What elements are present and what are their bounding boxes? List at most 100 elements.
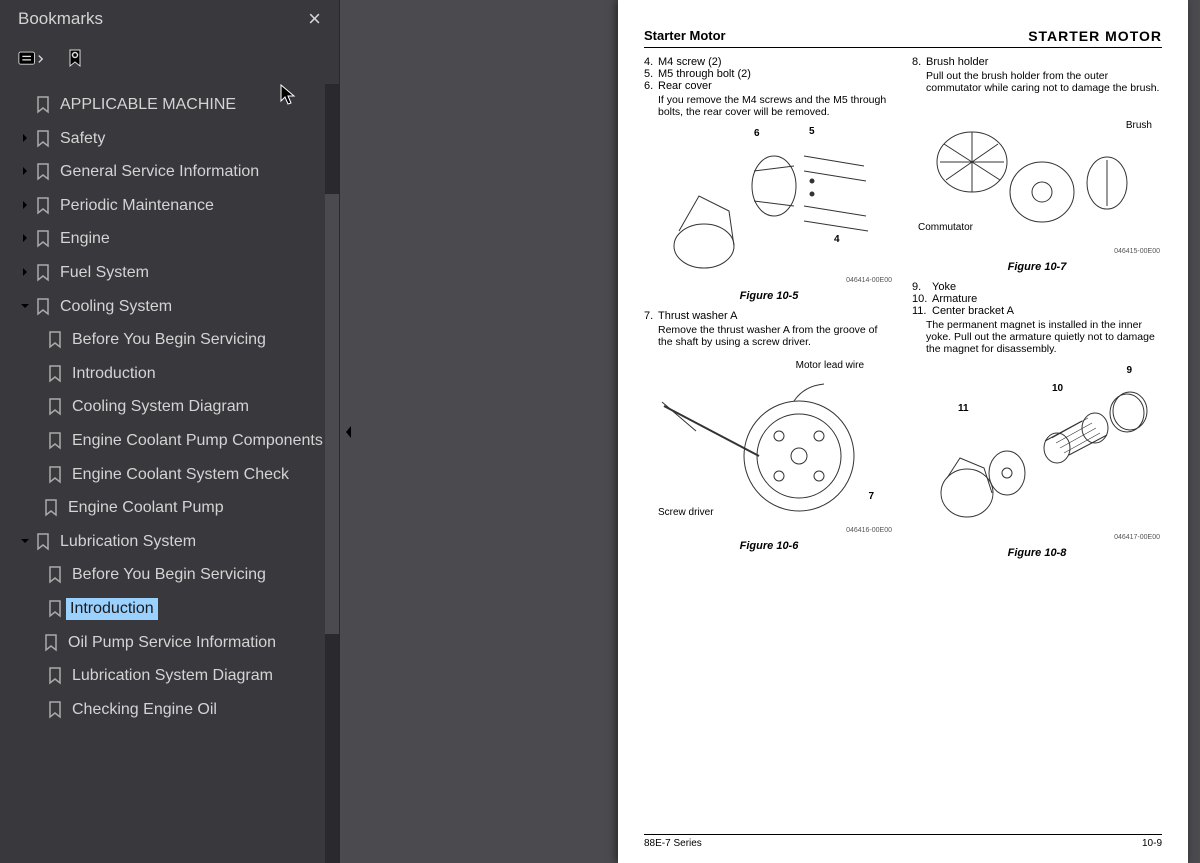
bookmark-item[interactable]: APPLICABLE MACHINE — [10, 88, 339, 122]
callout-7: 7 — [868, 491, 874, 502]
figure-10-6: Motor lead wire Screw driver 7 046416-00… — [644, 356, 894, 536]
bookmark-icon — [32, 531, 54, 551]
bookmark-item[interactable]: Lubrication System — [10, 525, 339, 559]
bookmark-item[interactable]: Engine Coolant System Check — [10, 458, 339, 492]
fig-code: 046416-00E00 — [846, 527, 892, 534]
bookmark-item[interactable]: Cooling System Diagram — [10, 390, 339, 424]
callout-brush: Brush — [1126, 120, 1152, 131]
callout-4: 4 — [834, 234, 840, 245]
bookmark-icon — [44, 665, 66, 685]
bookmark-item[interactable]: Checking Engine Oil — [10, 693, 339, 727]
bookmark-item[interactable]: Oil Pump Service Information — [10, 626, 339, 660]
expand-icon[interactable] — [10, 195, 32, 211]
note-r1: Pull out the brush holder from the outer… — [912, 70, 1162, 94]
expand-icon[interactable] — [10, 94, 32, 98]
bookmark-label: Cooling System Diagram — [66, 396, 249, 418]
expand-icon[interactable] — [10, 665, 44, 669]
bookmark-label: Introduction — [66, 363, 156, 385]
right-column: 8.Brush holder Pull out the brush holder… — [912, 56, 1162, 567]
bookmark-icon — [44, 464, 66, 484]
bookmark-label: Checking Engine Oil — [66, 699, 217, 721]
scrollbar[interactable] — [325, 84, 339, 863]
expand-icon[interactable] — [10, 497, 40, 513]
figure-10-8: 11 10 9 046417-00E00 — [912, 363, 1162, 543]
bookmark-item[interactable]: Before You Begin Servicing — [10, 558, 339, 592]
bookmark-icon — [44, 396, 66, 416]
expand-icon[interactable] — [10, 464, 44, 468]
ribbon-bookmark-icon[interactable] — [62, 48, 88, 70]
bookmark-item[interactable]: Periodic Maintenance — [10, 189, 339, 223]
bookmark-item[interactable]: Cooling System — [10, 290, 339, 324]
outline-view-icon[interactable] — [18, 48, 44, 70]
note-2: Remove the thrust washer A from the groo… — [644, 324, 894, 348]
bookmark-item[interactable]: Lubrication System Diagram — [10, 659, 339, 693]
bookmark-label: Lubrication System — [54, 531, 196, 553]
figure-10-7: Brush Commutator 046415-00E00 — [912, 102, 1162, 257]
footer-left: 88E-7 Series — [644, 838, 702, 849]
viewer-area: Starter Motor STARTER MOTOR 4.M4 screw (… — [340, 0, 1200, 863]
sidebar-toolbar — [0, 42, 339, 84]
callout-screw: Screw driver — [658, 507, 714, 518]
bookmark-item[interactable]: Fuel System — [10, 256, 339, 290]
bookmark-label: Engine Coolant Pump — [62, 497, 224, 519]
bookmark-item[interactable]: Introduction — [10, 592, 339, 626]
bookmark-label: Fuel System — [54, 262, 149, 284]
close-icon[interactable]: × — [302, 6, 327, 32]
fig-code: 046417-00E00 — [1114, 534, 1160, 541]
expand-icon[interactable] — [10, 598, 44, 602]
bookmark-label: Introduction — [66, 598, 158, 620]
bookmark-label: Before You Begin Servicing — [66, 564, 266, 586]
expand-icon[interactable] — [10, 564, 44, 568]
expand-icon[interactable] — [10, 262, 32, 278]
bookmark-item[interactable]: Engine — [10, 222, 339, 256]
page-header: Starter Motor STARTER MOTOR — [644, 28, 1162, 48]
left-column: 4.M4 screw (2)5.M5 through bolt (2)6.Rea… — [644, 56, 894, 567]
expand-icon[interactable] — [10, 228, 32, 244]
expand-icon[interactable] — [10, 329, 44, 333]
bookmark-label: Engine Coolant System Check — [66, 464, 289, 486]
bookmark-label: Cooling System — [54, 296, 172, 318]
expand-icon[interactable] — [10, 161, 32, 177]
fig-caption: Figure 10-8 — [912, 547, 1162, 559]
header-right: STARTER MOTOR — [1028, 28, 1162, 44]
bookmark-label: Safety — [54, 128, 105, 150]
fig-caption: Figure 10-5 — [644, 290, 894, 302]
expand-icon[interactable] — [10, 296, 32, 312]
bookmark-icon — [32, 262, 54, 282]
sidebar-header: Bookmarks × — [0, 0, 339, 42]
callout-10: 10 — [1052, 383, 1063, 394]
collapse-sidebar-tab[interactable] — [340, 408, 358, 456]
pdf-page: Starter Motor STARTER MOTOR 4.M4 screw (… — [618, 0, 1188, 863]
expand-icon[interactable] — [10, 632, 40, 648]
bookmark-label: APPLICABLE MACHINE — [54, 94, 236, 116]
page-footer: 88E-7 Series 10-9 — [644, 834, 1162, 849]
callout-5: 5 — [809, 126, 815, 137]
bookmark-label: General Service Information — [54, 161, 259, 183]
callout-9: 9 — [1126, 365, 1132, 376]
bookmark-item[interactable]: Engine Coolant Pump — [10, 491, 339, 525]
bookmark-icon — [44, 329, 66, 349]
expand-icon[interactable] — [10, 363, 44, 367]
expand-icon[interactable] — [10, 699, 44, 703]
bookmark-item[interactable]: Engine Coolant Pump Components — [10, 424, 339, 458]
expand-icon[interactable] — [10, 128, 32, 144]
bookmark-label: Periodic Maintenance — [54, 195, 214, 217]
fig-caption: Figure 10-7 — [912, 261, 1162, 273]
bookmark-item[interactable]: General Service Information — [10, 155, 339, 189]
expand-icon[interactable] — [10, 531, 32, 547]
bookmark-item[interactable]: Introduction — [10, 357, 339, 391]
bookmark-item[interactable]: Before You Begin Servicing — [10, 323, 339, 357]
bookmark-icon — [40, 497, 62, 517]
expand-icon[interactable] — [10, 430, 44, 434]
bookmark-label: Oil Pump Service Information — [62, 632, 276, 654]
fig-caption: Figure 10-6 — [644, 540, 894, 552]
expand-icon[interactable] — [10, 396, 44, 400]
bookmark-icon — [44, 363, 66, 383]
note-r2: The permanent magnet is installed in the… — [912, 319, 1162, 355]
bookmark-item[interactable]: Safety — [10, 122, 339, 156]
bookmark-icon — [32, 228, 54, 248]
bookmark-icon — [44, 564, 66, 584]
bookmark-label: Engine Coolant Pump Components — [66, 430, 323, 452]
bookmarks-sidebar: Bookmarks × APPLICABLE MACHINE Safety Gene… — [0, 0, 340, 863]
callout-commutator: Commutator — [918, 222, 973, 233]
